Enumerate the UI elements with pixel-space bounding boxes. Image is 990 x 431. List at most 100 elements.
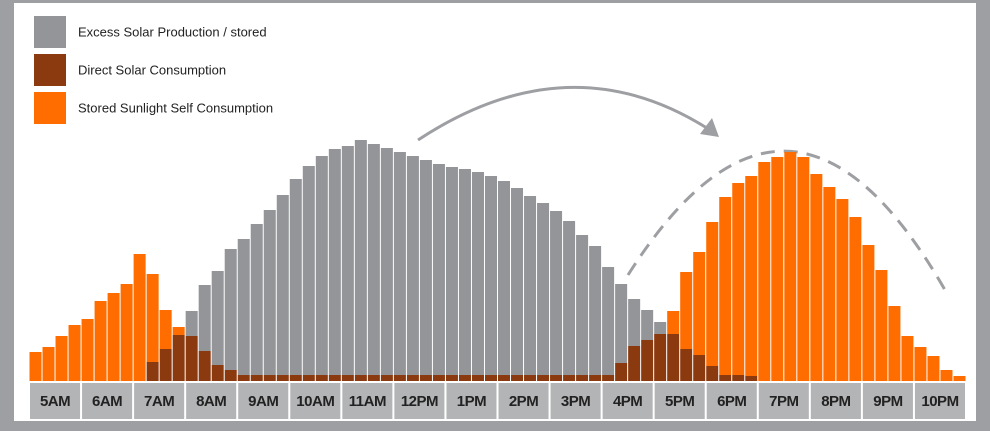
bar-segment xyxy=(29,352,42,381)
bar-segment xyxy=(589,375,602,381)
bar-segment xyxy=(550,375,563,381)
bar-segment xyxy=(654,334,667,381)
axis-cell xyxy=(238,383,289,419)
bar-segment xyxy=(302,375,315,381)
legend: Excess Solar Production / stored Direct S… xyxy=(34,16,273,124)
plot xyxy=(29,140,966,381)
x-tick-label: 3PM xyxy=(561,393,590,410)
bar-segment xyxy=(250,375,263,381)
legend-label: Excess Solar Production / stored xyxy=(78,24,267,39)
bar-segment xyxy=(146,362,159,381)
x-tick-label: 6AM xyxy=(92,393,122,410)
bar-segment xyxy=(146,274,159,362)
bar-segment xyxy=(367,144,380,375)
bar-segment xyxy=(354,140,367,375)
x-tick-label: 1PM xyxy=(457,393,486,410)
bar-segment xyxy=(159,349,172,381)
bar-segment xyxy=(563,375,576,381)
bar-segment xyxy=(432,164,445,375)
bar-segment xyxy=(641,340,654,381)
bar-segment xyxy=(458,169,471,375)
bar-segment xyxy=(823,187,836,381)
bar-segment xyxy=(589,246,602,375)
bar-segment xyxy=(276,195,289,375)
axis-cell xyxy=(602,383,653,419)
axis-cell xyxy=(862,383,913,419)
bar-segment xyxy=(875,270,888,381)
axis-cell xyxy=(134,383,185,419)
bar-segment xyxy=(211,365,224,381)
bar-segment xyxy=(328,149,341,375)
bar-segment xyxy=(237,375,250,381)
bar-segment xyxy=(745,176,758,376)
bar-segment xyxy=(498,181,511,375)
x-tick-label: 10AM xyxy=(296,393,334,410)
bar-segment xyxy=(498,375,511,381)
bar-segment xyxy=(680,272,693,349)
x-axis: 5AM 6AM 7AM 8AM 9AM 10AM 11AM 12PM 1PM 2PM 3PM 4PM 5… xyxy=(30,383,965,419)
bar-segment xyxy=(237,239,250,375)
bar-segment xyxy=(172,335,185,381)
axis-cell xyxy=(550,383,601,419)
axis-cell xyxy=(654,383,705,419)
bar-segment xyxy=(133,254,146,381)
axis-cell xyxy=(446,383,497,419)
bar-segment xyxy=(458,375,471,381)
bar-segment xyxy=(537,375,550,381)
axis-cell xyxy=(914,383,965,419)
bar-segment xyxy=(341,146,354,375)
bar-segment xyxy=(810,174,823,381)
x-tick-label: 5PM xyxy=(665,393,694,410)
bar-segment xyxy=(693,355,706,381)
bar-segment xyxy=(42,347,55,381)
bar-segment xyxy=(953,376,966,381)
axis-cell xyxy=(810,383,861,419)
bar-segment xyxy=(524,196,537,375)
bar-segment xyxy=(185,336,198,381)
bar-segment xyxy=(511,375,524,381)
axis-cell xyxy=(82,383,133,419)
bar-segment xyxy=(719,197,732,375)
bar-segment xyxy=(263,210,276,375)
bar-segment xyxy=(484,176,497,375)
x-tick-label: 4PM xyxy=(613,393,642,410)
bar-segment xyxy=(250,224,263,375)
flow-arrow xyxy=(417,85,711,142)
bar-segment xyxy=(511,188,524,375)
bar-segment xyxy=(524,375,537,381)
bar-segment xyxy=(602,267,615,375)
x-tick-label: 8PM xyxy=(821,393,850,410)
axis-cell xyxy=(758,383,809,419)
bar-segment xyxy=(445,375,458,381)
bar-segment xyxy=(315,156,328,375)
bar-segment xyxy=(159,310,172,349)
bar-segment xyxy=(888,306,901,381)
x-tick-label: 9AM xyxy=(248,393,278,410)
bar-segment xyxy=(263,375,276,381)
bar-segment xyxy=(667,334,680,381)
legend-swatch xyxy=(34,92,66,124)
x-tick-label: 8AM xyxy=(196,393,226,410)
legend-swatch xyxy=(34,16,66,48)
axis-cell xyxy=(290,383,341,419)
bar-segment xyxy=(680,349,693,381)
dashed-curve xyxy=(626,149,947,291)
bar-segment xyxy=(289,375,302,381)
bar-segment xyxy=(393,152,406,375)
x-tick-label: 5AM xyxy=(40,393,70,410)
bar-segment xyxy=(198,285,211,351)
bar-segment xyxy=(849,217,862,381)
bar-segment xyxy=(771,157,784,381)
bar-segment xyxy=(315,375,328,381)
axis-cell xyxy=(342,383,393,419)
bar-segment xyxy=(107,293,120,381)
bar-segment xyxy=(641,310,654,340)
bar-segment xyxy=(81,319,94,381)
x-tick-label: 10PM xyxy=(921,393,958,410)
bar-segment xyxy=(367,375,380,381)
bar-segment xyxy=(628,299,641,346)
x-tick-label: 7PM xyxy=(769,393,798,410)
bar-segment xyxy=(784,152,797,381)
bar-segment xyxy=(224,249,237,370)
bar-segment xyxy=(550,211,563,375)
